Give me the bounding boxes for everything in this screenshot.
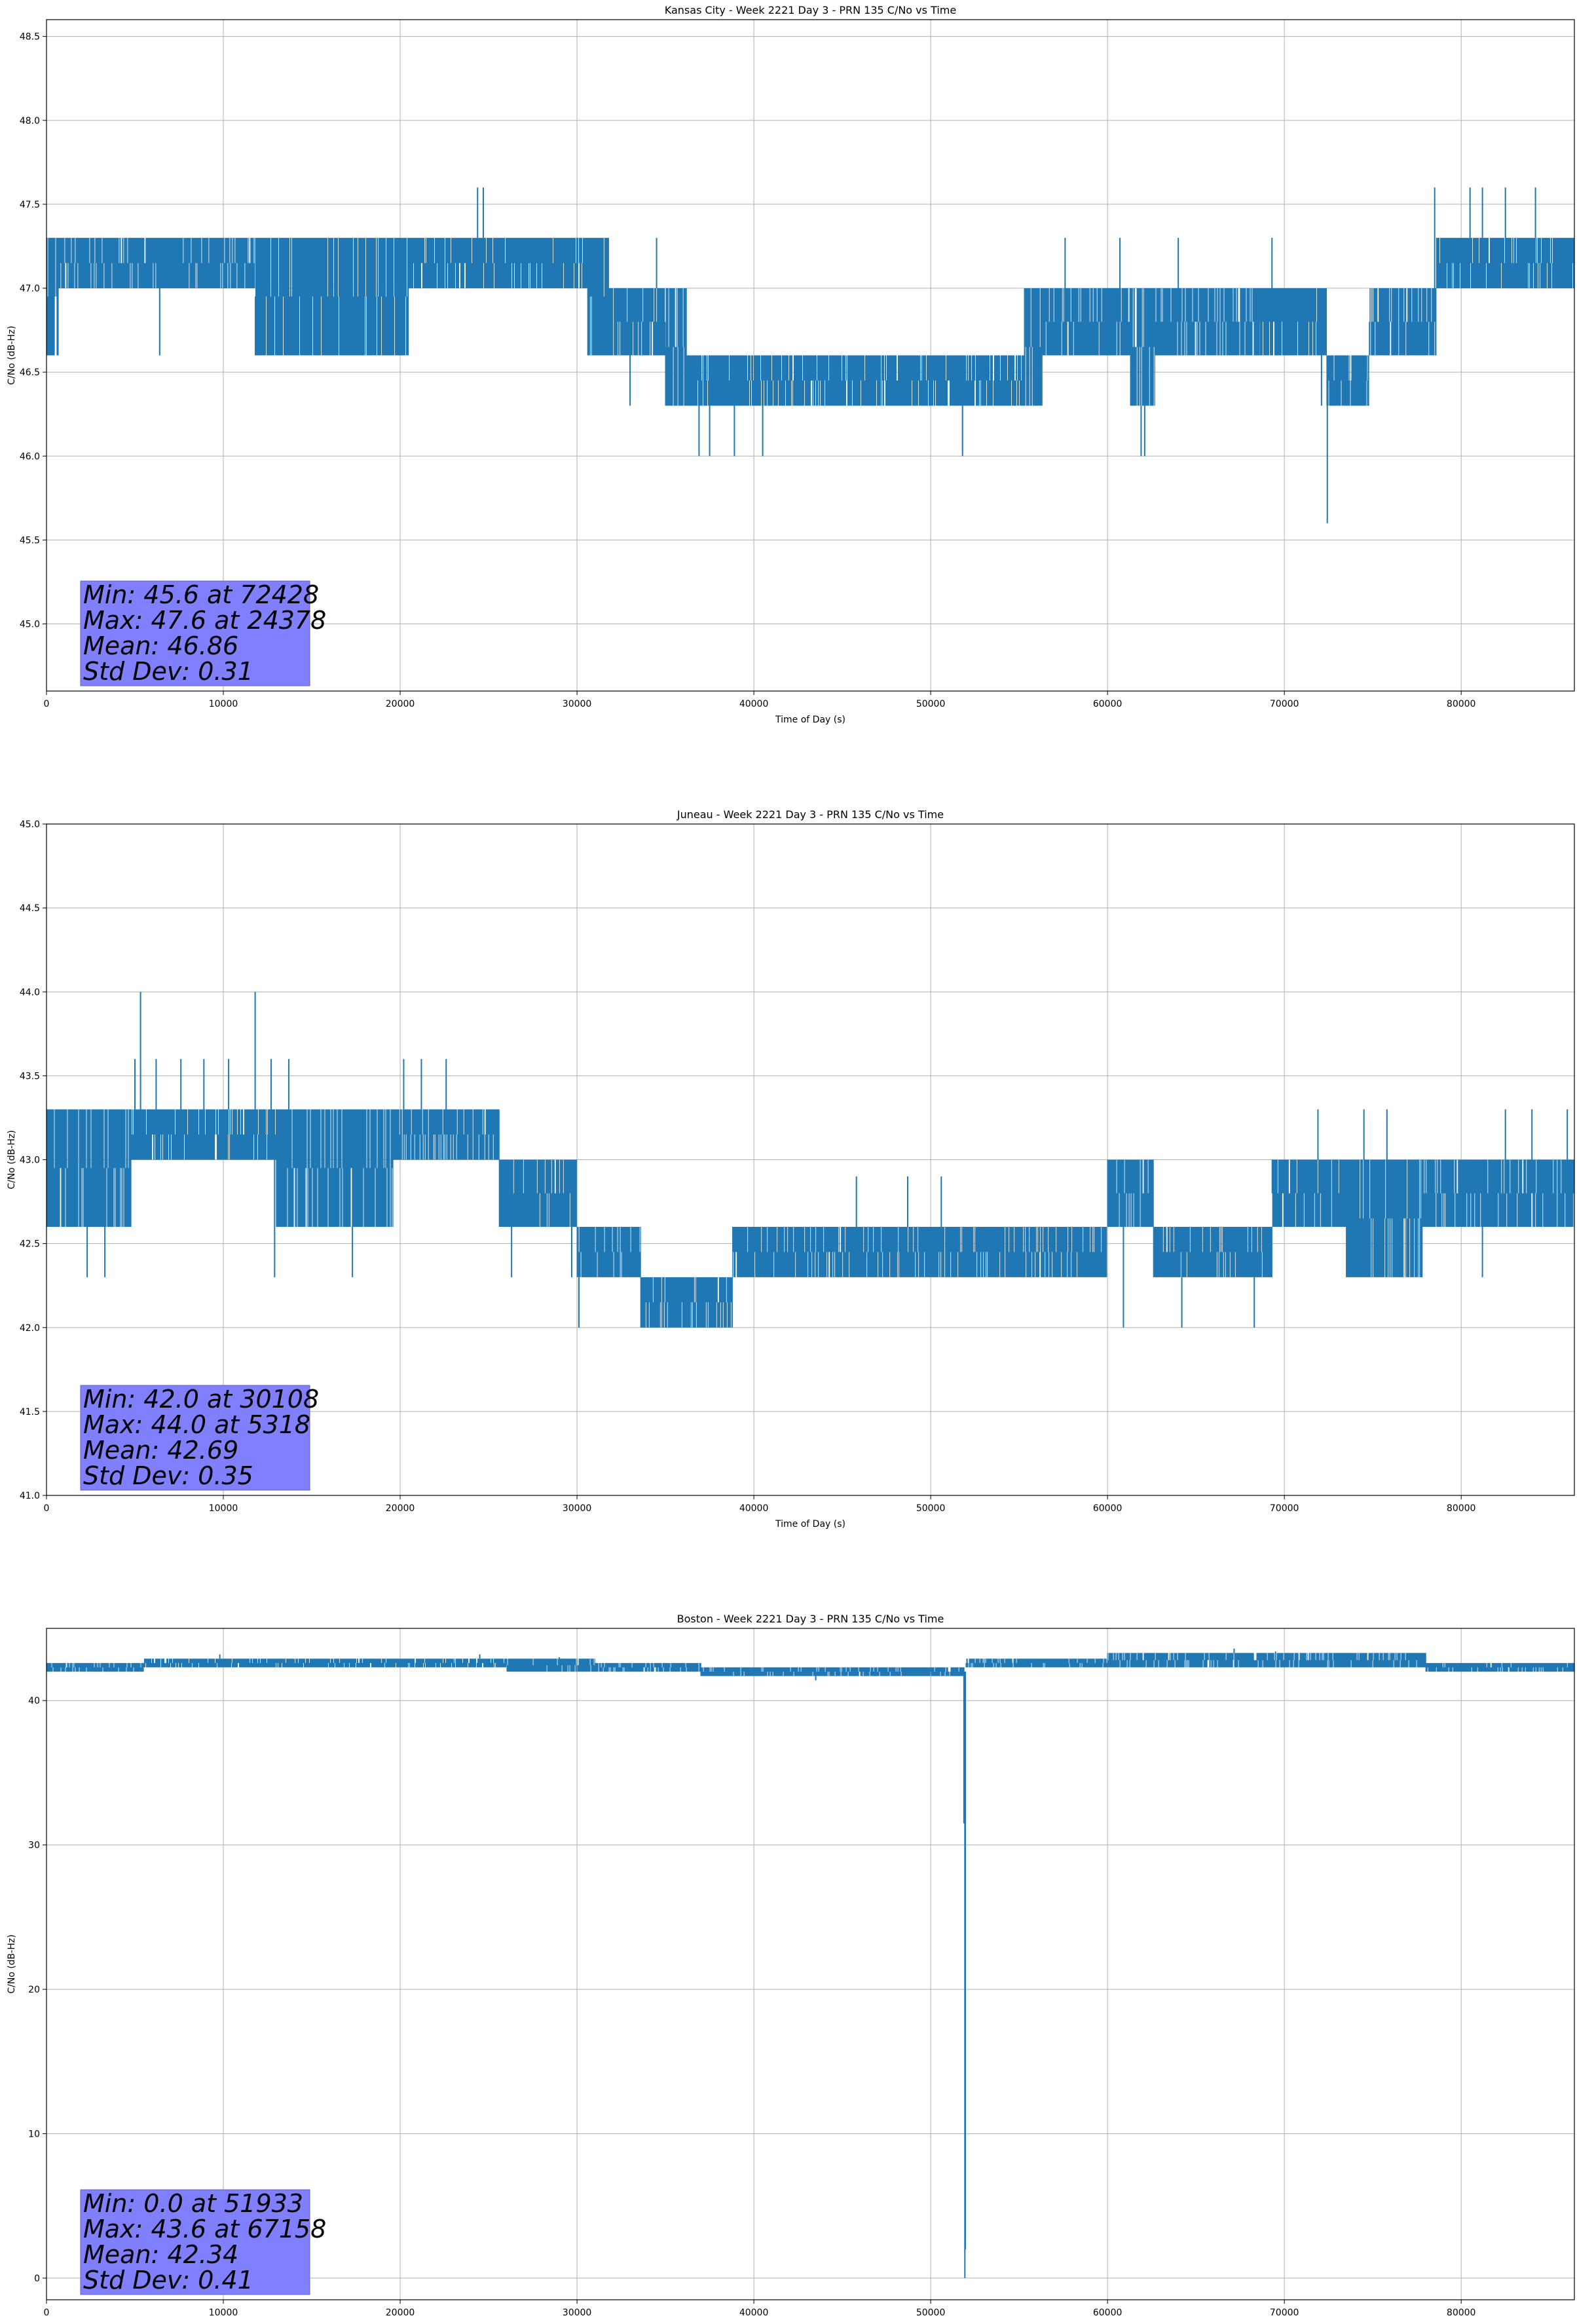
axes-frame [46, 19, 1575, 692]
stats-box-background [80, 2189, 310, 2295]
x-tick-label: 30000 [563, 699, 592, 709]
y-tick-label: 41.5 [20, 1407, 40, 1417]
chart-title: Boston - Week 2221 Day 3 - PRN 135 C/No … [677, 1613, 944, 1625]
y-axis-label: C/No (dB-Hz) [7, 326, 17, 384]
series-band [46, 1653, 1574, 1676]
stats-line: Std Dev: 0.41 [83, 2266, 253, 2295]
stats-line: Mean: 46.86 [83, 631, 238, 660]
y-tick-label: 46.0 [20, 451, 40, 462]
series-line [46, 187, 1574, 523]
x-tick-label: 20000 [386, 2308, 415, 2318]
chart-title: Kansas City - Week 2221 Day 3 - PRN 135 … [665, 4, 956, 16]
x-tick-label: 30000 [563, 2308, 592, 2318]
y-tick-label: 48.0 [20, 116, 40, 126]
x-tick-label: 60000 [1093, 1503, 1122, 1514]
y-tick-label: 47.0 [20, 284, 40, 294]
stats-line: Max: 47.6 at 24378 [83, 606, 326, 635]
x-tick-label: 10000 [209, 699, 238, 709]
chart-panel-0: 0 10000 20000 30000 40000 50000 60000 70000 8000… [7, 4, 1575, 725]
stats-box-background [80, 580, 310, 686]
x-tick-label: 60000 [1093, 2308, 1122, 2318]
stats-line: Std Dev: 0.31 [83, 657, 253, 686]
y-tick-label: 42.0 [20, 1323, 40, 1334]
stats-line: Min: 42.0 at 30108 [83, 1385, 319, 1414]
y-tick-label: 10 [28, 2129, 40, 2140]
stats-line: Min: 0.0 at 51933 [83, 2189, 303, 2218]
series-line [46, 992, 1574, 1328]
y-tick-label: 45.5 [20, 535, 40, 546]
x-tick-label: 60000 [1093, 699, 1122, 709]
x-tick-label: 20000 [386, 1503, 415, 1514]
chart-title: Juneau - Week 2221 Day 3 - PRN 135 C/No … [677, 808, 944, 821]
y-tick-label: 20 [28, 1985, 40, 1995]
x-tick-label: 20000 [386, 699, 415, 709]
y-tick-label: 40 [28, 1696, 40, 1706]
y-axis-label: C/No (dB-Hz) [7, 1130, 17, 1189]
stats-line: Mean: 42.69 [83, 1436, 238, 1465]
y-tick-label: 44.5 [20, 903, 40, 914]
x-tick-label: 50000 [916, 2308, 946, 2318]
x-tick-label: 40000 [739, 1503, 769, 1514]
axes-frame [46, 1628, 1575, 2300]
x-tick-label: 50000 [916, 1503, 946, 1514]
stats-box-background [80, 1385, 310, 1491]
x-tick-label: 80000 [1447, 2308, 1476, 2318]
x-tick-label: 30000 [563, 1503, 592, 1514]
x-axis-label: Time of Day (s) [775, 1519, 845, 1529]
stats-line: Max: 43.6 at 67158 [83, 2215, 326, 2243]
x-tick-label: 70000 [1270, 699, 1299, 709]
y-tick-label: 45.0 [20, 620, 40, 630]
stats-line: Std Dev: 0.35 [83, 1461, 253, 1490]
chart-panel-2: 0 10000 20000 30000 40000 50000 60000 70000 8000… [7, 1613, 1575, 2324]
stats-line: Mean: 42.34 [83, 2240, 238, 2269]
x-tick-label: 0 [44, 2308, 50, 2318]
series-line [46, 1648, 1574, 2278]
x-tick-label: 50000 [916, 699, 946, 709]
x-tick-label: 0 [44, 1503, 50, 1514]
x-tick-label: 10000 [209, 1503, 238, 1514]
y-tick-label: 30 [28, 1841, 40, 1851]
y-axis-label: C/No (dB-Hz) [7, 1934, 17, 1993]
chart-panel-1: 0 10000 20000 30000 40000 50000 60000 70000 8000… [7, 808, 1575, 1529]
y-tick-label: 47.5 [20, 200, 40, 210]
series-band [46, 238, 1574, 406]
x-axis-label: Time of Day (s) [775, 715, 845, 725]
stats-line: Max: 44.0 at 5318 [83, 1410, 310, 1439]
y-tick-label: 45.0 [20, 819, 40, 830]
x-tick-label: 40000 [739, 2308, 769, 2318]
x-tick-label: 40000 [739, 699, 769, 709]
y-tick-label: 0 [34, 2274, 40, 2284]
y-tick-label: 46.5 [20, 367, 40, 378]
y-tick-label: 42.5 [20, 1239, 40, 1250]
x-tick-label: 10000 [209, 2308, 238, 2318]
y-tick-label: 43.5 [20, 1071, 40, 1081]
stats-line: Min: 45.6 at 72428 [83, 580, 319, 609]
x-tick-label: 70000 [1270, 2308, 1299, 2318]
y-tick-label: 43.0 [20, 1155, 40, 1166]
y-tick-label: 44.0 [20, 987, 40, 998]
x-tick-label: 80000 [1447, 1503, 1476, 1514]
y-tick-label: 48.5 [20, 32, 40, 43]
x-tick-label: 80000 [1447, 699, 1476, 709]
y-tick-label: 41.0 [20, 1491, 40, 1501]
x-tick-label: 70000 [1270, 1503, 1299, 1514]
x-tick-label: 0 [44, 699, 50, 709]
series-band [46, 1109, 1574, 1328]
